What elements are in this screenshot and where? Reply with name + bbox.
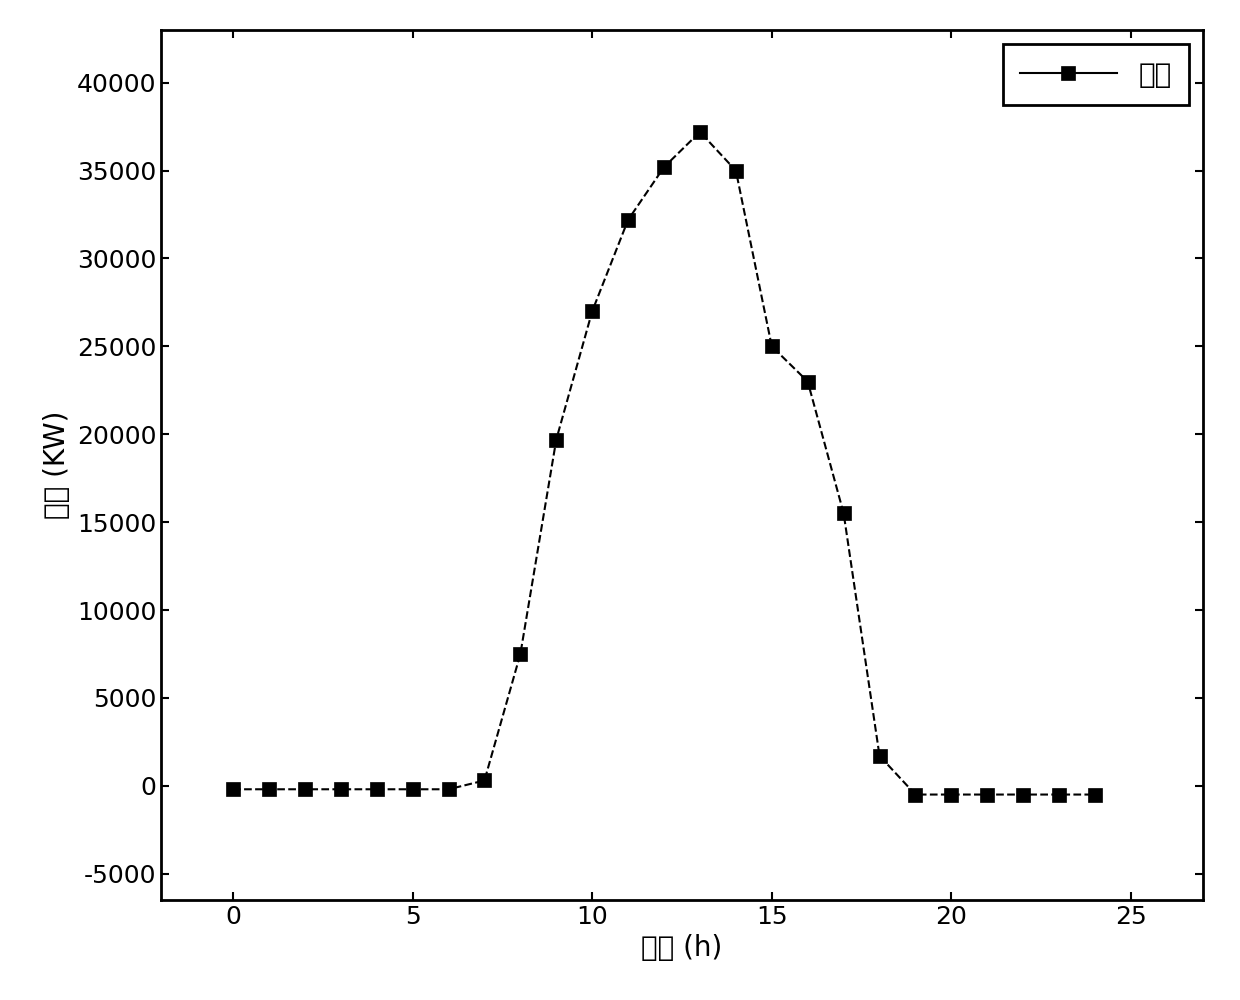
功率 xyxy=(585,305,600,317)
功率 xyxy=(298,783,312,795)
功率 xyxy=(692,126,707,138)
功率 xyxy=(1016,789,1030,801)
功率 xyxy=(370,783,384,795)
X-axis label: 时间 (h): 时间 (h) xyxy=(641,934,723,962)
功率 xyxy=(944,789,959,801)
功率 xyxy=(764,340,779,352)
功率 xyxy=(441,783,456,795)
功率 xyxy=(872,750,887,762)
功率 xyxy=(334,783,348,795)
功率 xyxy=(908,789,923,801)
功率 xyxy=(1087,789,1102,801)
功率 xyxy=(800,376,815,388)
功率 xyxy=(262,783,277,795)
功率 xyxy=(405,783,420,795)
Legend: 功率: 功率 xyxy=(1003,44,1189,105)
功率 xyxy=(836,507,851,519)
功率 xyxy=(728,165,743,177)
功率 xyxy=(1052,789,1066,801)
功率 xyxy=(226,783,241,795)
功率 xyxy=(549,434,564,446)
功率 xyxy=(513,648,528,660)
功率 xyxy=(477,774,492,786)
Line: 功率: 功率 xyxy=(226,125,1102,801)
Y-axis label: 功率 (KW): 功率 (KW) xyxy=(43,411,71,519)
功率 xyxy=(621,214,636,226)
功率 xyxy=(657,161,672,173)
功率 xyxy=(980,789,994,801)
